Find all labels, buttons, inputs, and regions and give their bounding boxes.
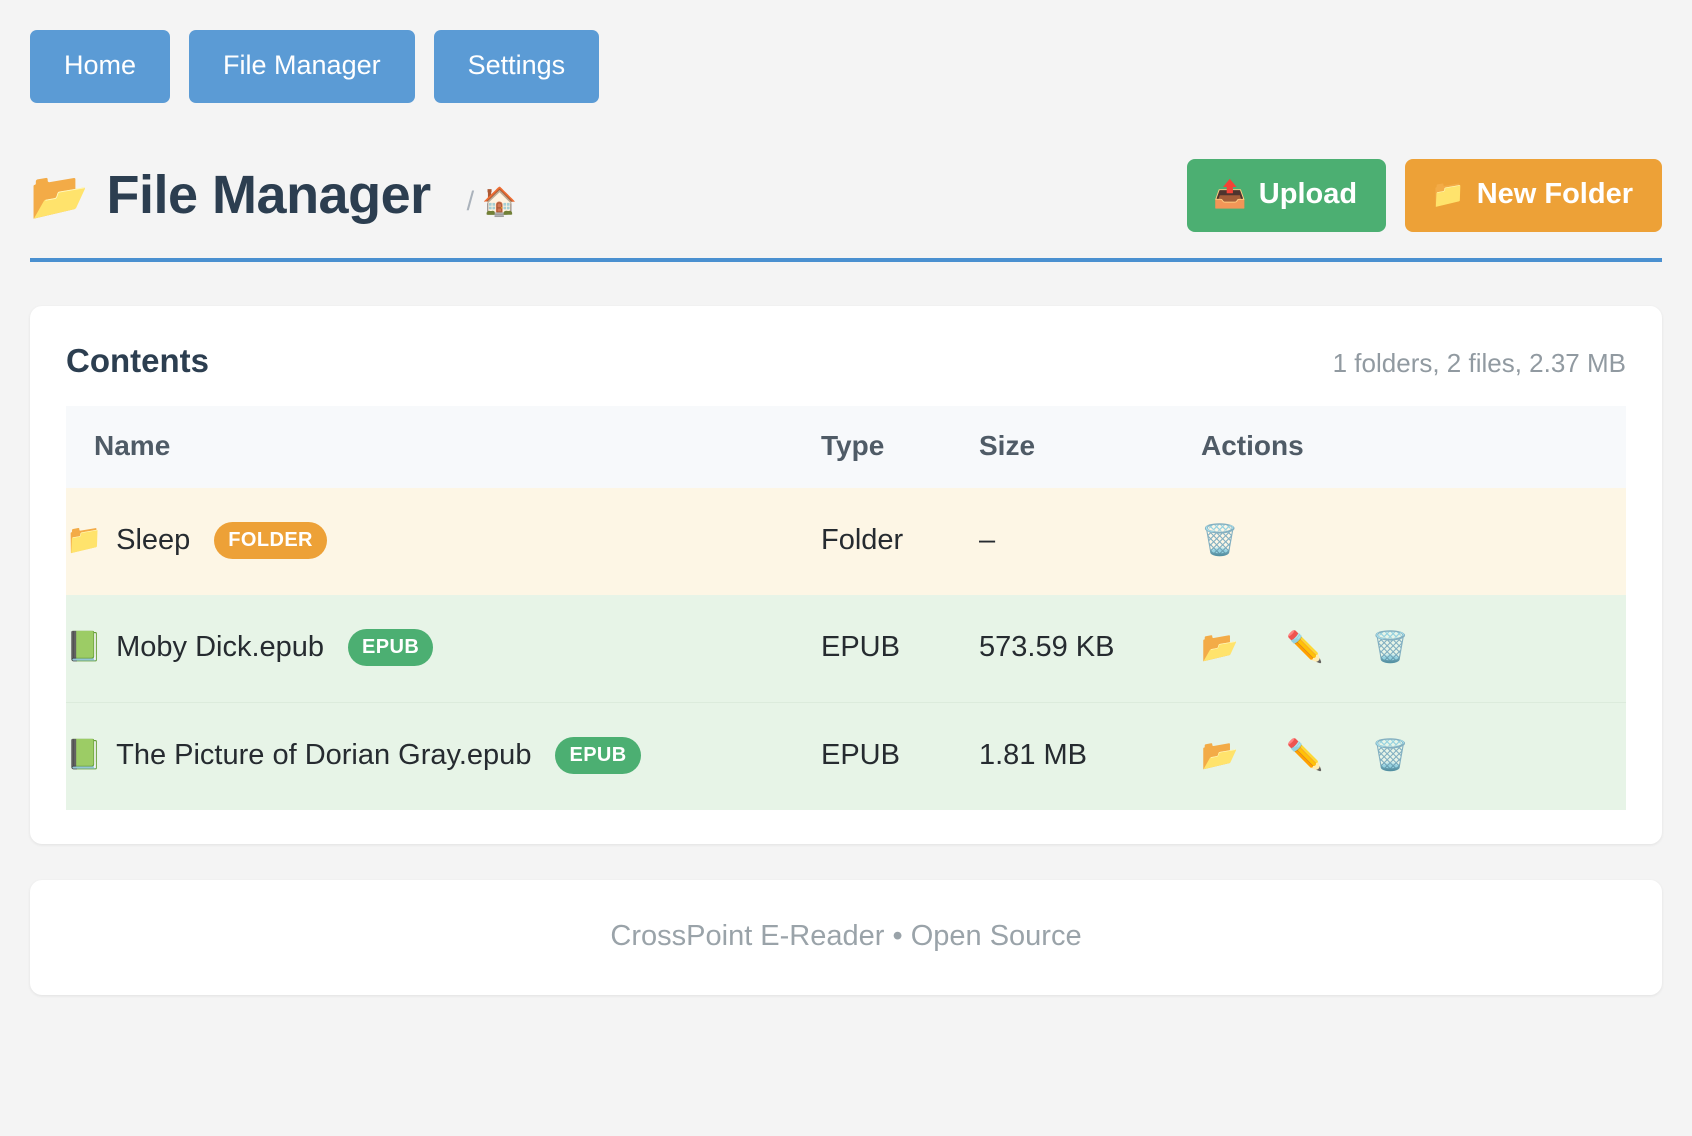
column-header-type[interactable]: Type — [821, 406, 979, 488]
rename-icon[interactable]: ✏️ — [1286, 738, 1324, 772]
breadcrumb: / 🏠 — [467, 174, 517, 217]
page-title: File Manager — [106, 165, 432, 226]
column-header-actions: Actions — [1201, 406, 1626, 488]
rename-icon[interactable]: ✏️ — [1286, 630, 1324, 664]
row-size-cell: – — [979, 488, 1201, 595]
table-header-row: Name Type Size Actions — [66, 406, 1626, 488]
row-type-cell: EPUB — [821, 595, 979, 703]
file-table-body: 📁 Sleep FOLDER Folder – 🗑️ — [66, 488, 1626, 810]
page-footer: CrossPoint E-Reader • Open Source — [30, 880, 1662, 995]
row-name-label[interactable]: Sleep — [116, 524, 191, 556]
folder-icon: 📁 — [66, 524, 103, 556]
footer-text: CrossPoint E-Reader • Open Source — [610, 920, 1082, 952]
open-folder-icon: 📂 — [30, 169, 89, 222]
nav-item-settings[interactable]: Settings — [433, 30, 600, 103]
column-header-size[interactable]: Size — [979, 406, 1201, 488]
row-type-cell: EPUB — [821, 702, 979, 810]
contents-title: Contents — [66, 342, 209, 379]
upload-button-label: Upload — [1258, 178, 1358, 210]
status-badge: EPUB — [348, 629, 434, 666]
upload-icon: 📤 — [1213, 179, 1247, 209]
row-name-cell: 📗 The Picture of Dorian Gray.epub EPUB — [66, 702, 821, 810]
contents-stats: 1 folders, 2 files, 2.37 MB — [1332, 348, 1626, 378]
new-folder-button[interactable]: 📁 New Folder — [1405, 159, 1662, 232]
table-row[interactable]: 📁 Sleep FOLDER Folder – 🗑️ — [66, 488, 1626, 595]
upload-button[interactable]: 📤 Upload — [1187, 159, 1387, 232]
home-icon[interactable]: 🏠 — [482, 185, 518, 217]
top-navigation: Home File Manager Settings — [30, 30, 1662, 103]
nav-item-home[interactable]: Home — [30, 30, 171, 103]
title-group: 📂 File Manager / 🏠 — [30, 167, 517, 224]
row-size-cell: 1.81 MB — [979, 702, 1201, 810]
file-table-head: Name Type Size Actions — [66, 406, 1626, 488]
new-folder-button-label: New Folder — [1476, 178, 1633, 210]
folder-icon: 📁 — [1431, 179, 1465, 209]
row-type-cell: Folder — [821, 488, 979, 595]
row-actions-cell: 📂 ✏️ 🗑️ — [1201, 702, 1626, 810]
nav-item-file-manager[interactable]: File Manager — [189, 30, 415, 103]
table-row[interactable]: 📗 Moby Dick.epub EPUB EPUB 573.59 KB 📂 ✏… — [66, 595, 1626, 703]
open-icon[interactable]: 📂 — [1201, 738, 1239, 772]
row-name-cell: 📁 Sleep FOLDER — [66, 488, 821, 595]
row-size-cell: 573.59 KB — [979, 595, 1201, 703]
status-badge: EPUB — [555, 737, 641, 774]
contents-card: Contents 1 folders, 2 files, 2.37 MB Nam… — [30, 306, 1662, 844]
row-actions-cell: 🗑️ — [1201, 488, 1626, 595]
delete-icon[interactable]: 🗑️ — [1371, 738, 1410, 772]
header-actions: 📤 Upload 📁 New Folder — [1187, 159, 1662, 232]
breadcrumb-separator: / — [466, 186, 475, 216]
open-icon[interactable]: 📂 — [1201, 630, 1239, 664]
book-icon: 📗 — [66, 631, 103, 663]
contents-header: Contents 1 folders, 2 files, 2.37 MB — [66, 342, 1626, 380]
status-badge: FOLDER — [214, 522, 327, 559]
row-actions-cell: 📂 ✏️ 🗑️ — [1201, 595, 1626, 703]
delete-icon[interactable]: 🗑️ — [1201, 523, 1239, 557]
file-table: Name Type Size Actions 📁 Sleep FOLDER — [66, 406, 1626, 810]
delete-icon[interactable]: 🗑️ — [1371, 630, 1410, 664]
table-row[interactable]: 📗 The Picture of Dorian Gray.epub EPUB E… — [66, 702, 1626, 810]
row-name-label[interactable]: Moby Dick.epub — [116, 631, 325, 663]
page-header: 📂 File Manager / 🏠 📤 Upload 📁 New Folder — [30, 159, 1662, 262]
row-name-label[interactable]: The Picture of Dorian Gray.epub — [116, 739, 532, 771]
column-header-name[interactable]: Name — [66, 406, 821, 488]
row-name-cell: 📗 Moby Dick.epub EPUB — [66, 595, 821, 703]
book-icon: 📗 — [66, 739, 103, 771]
